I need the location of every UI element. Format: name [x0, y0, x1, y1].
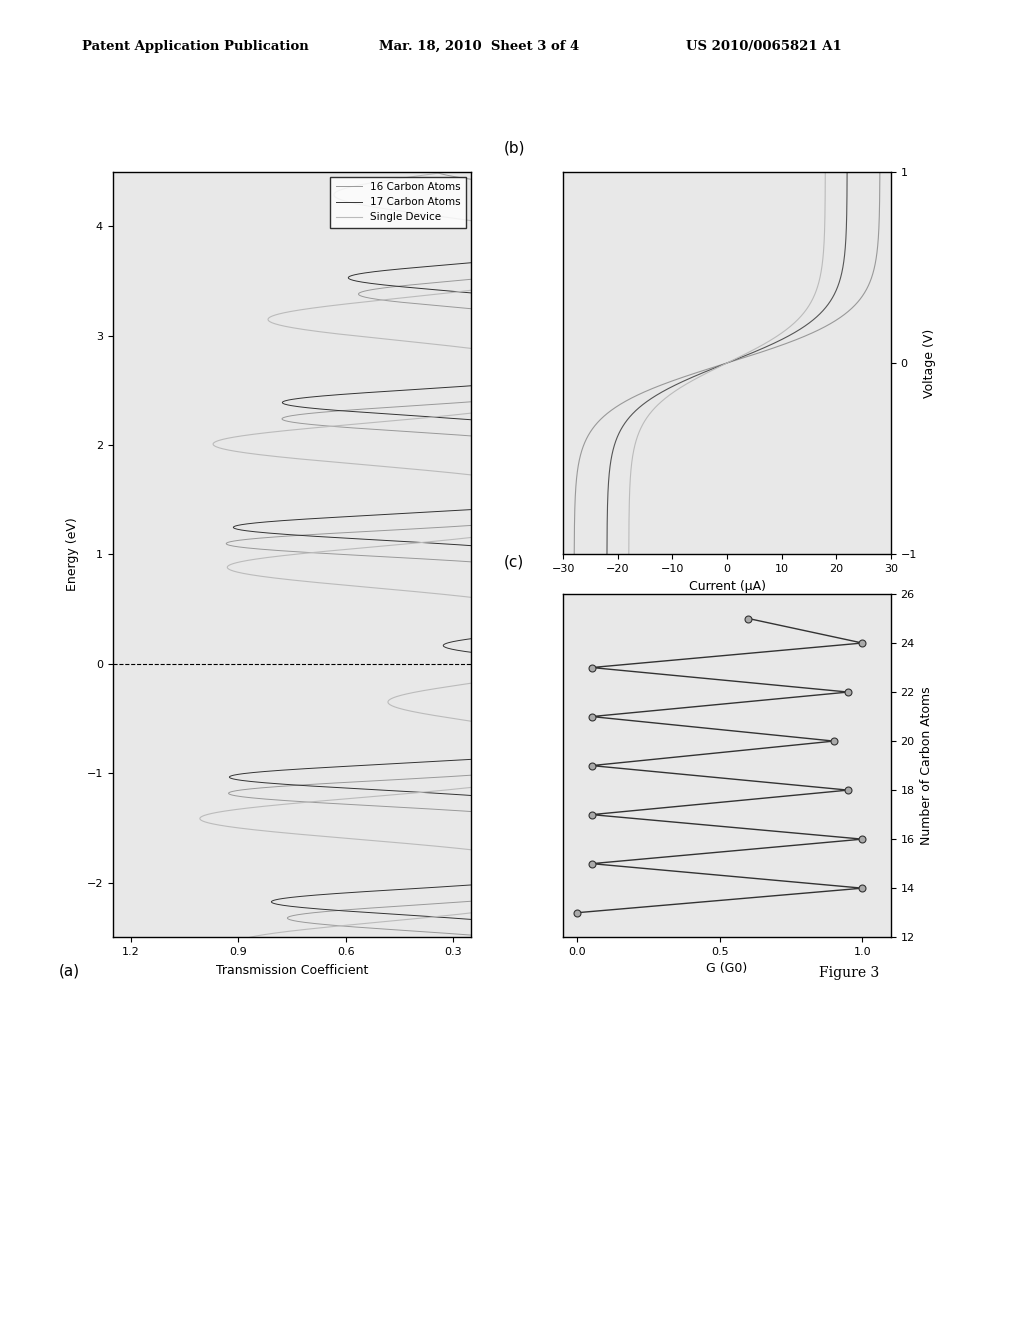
17 Carbon Atoms	[439, 636, 452, 652]
Text: (c): (c)	[504, 554, 524, 569]
Single Device	[244, 929, 256, 945]
Single Device	[540, 602, 552, 618]
16 Carbon Atoms	[554, 602, 566, 618]
16 Carbon Atoms	[516, 178, 528, 194]
17 Carbon Atoms	[392, 261, 404, 277]
Y-axis label: Energy (eV): Energy (eV)	[67, 517, 80, 591]
X-axis label: Current (μA): Current (μA)	[688, 579, 766, 593]
X-axis label: Transmission Coefficient: Transmission Coefficient	[216, 964, 368, 977]
Text: Figure 3: Figure 3	[819, 966, 880, 979]
Text: (b): (b)	[504, 140, 525, 156]
Single Device	[346, 178, 358, 194]
Single Device	[443, 164, 456, 180]
Y-axis label: Number of Carbon Atoms: Number of Carbon Atoms	[921, 686, 934, 845]
Text: US 2010/0065821 A1: US 2010/0065821 A1	[686, 40, 842, 53]
17 Carbon Atoms	[554, 929, 566, 945]
Text: Patent Application Publication: Patent Application Publication	[82, 40, 308, 53]
Line: Single Device: Single Device	[200, 172, 560, 937]
17 Carbon Atoms	[518, 164, 530, 180]
Single Device	[466, 842, 478, 858]
Text: (a): (a)	[59, 964, 80, 978]
Text: Mar. 18, 2010  Sheet 3 of 4: Mar. 18, 2010 Sheet 3 of 4	[379, 40, 580, 53]
16 Carbon Atoms	[544, 261, 556, 277]
16 Carbon Atoms	[547, 636, 559, 652]
Line: 16 Carbon Atoms: 16 Carbon Atoms	[226, 172, 560, 937]
Single Device	[276, 796, 289, 812]
Line: 17 Carbon Atoms: 17 Carbon Atoms	[229, 172, 560, 937]
X-axis label: G (G0): G (G0)	[707, 962, 748, 975]
17 Carbon Atoms	[535, 602, 547, 618]
16 Carbon Atoms	[554, 842, 566, 858]
17 Carbon Atoms	[546, 796, 558, 812]
Single Device	[554, 636, 566, 652]
Y-axis label: Voltage (V): Voltage (V)	[923, 329, 936, 397]
Single Device	[552, 261, 564, 277]
16 Carbon Atoms	[490, 929, 503, 945]
16 Carbon Atoms	[428, 164, 440, 180]
16 Carbon Atoms	[343, 796, 355, 812]
17 Carbon Atoms	[543, 842, 555, 858]
17 Carbon Atoms	[554, 178, 566, 194]
Legend: 16 Carbon Atoms, 17 Carbon Atoms, Single Device: 16 Carbon Atoms, 17 Carbon Atoms, Single…	[331, 177, 466, 227]
